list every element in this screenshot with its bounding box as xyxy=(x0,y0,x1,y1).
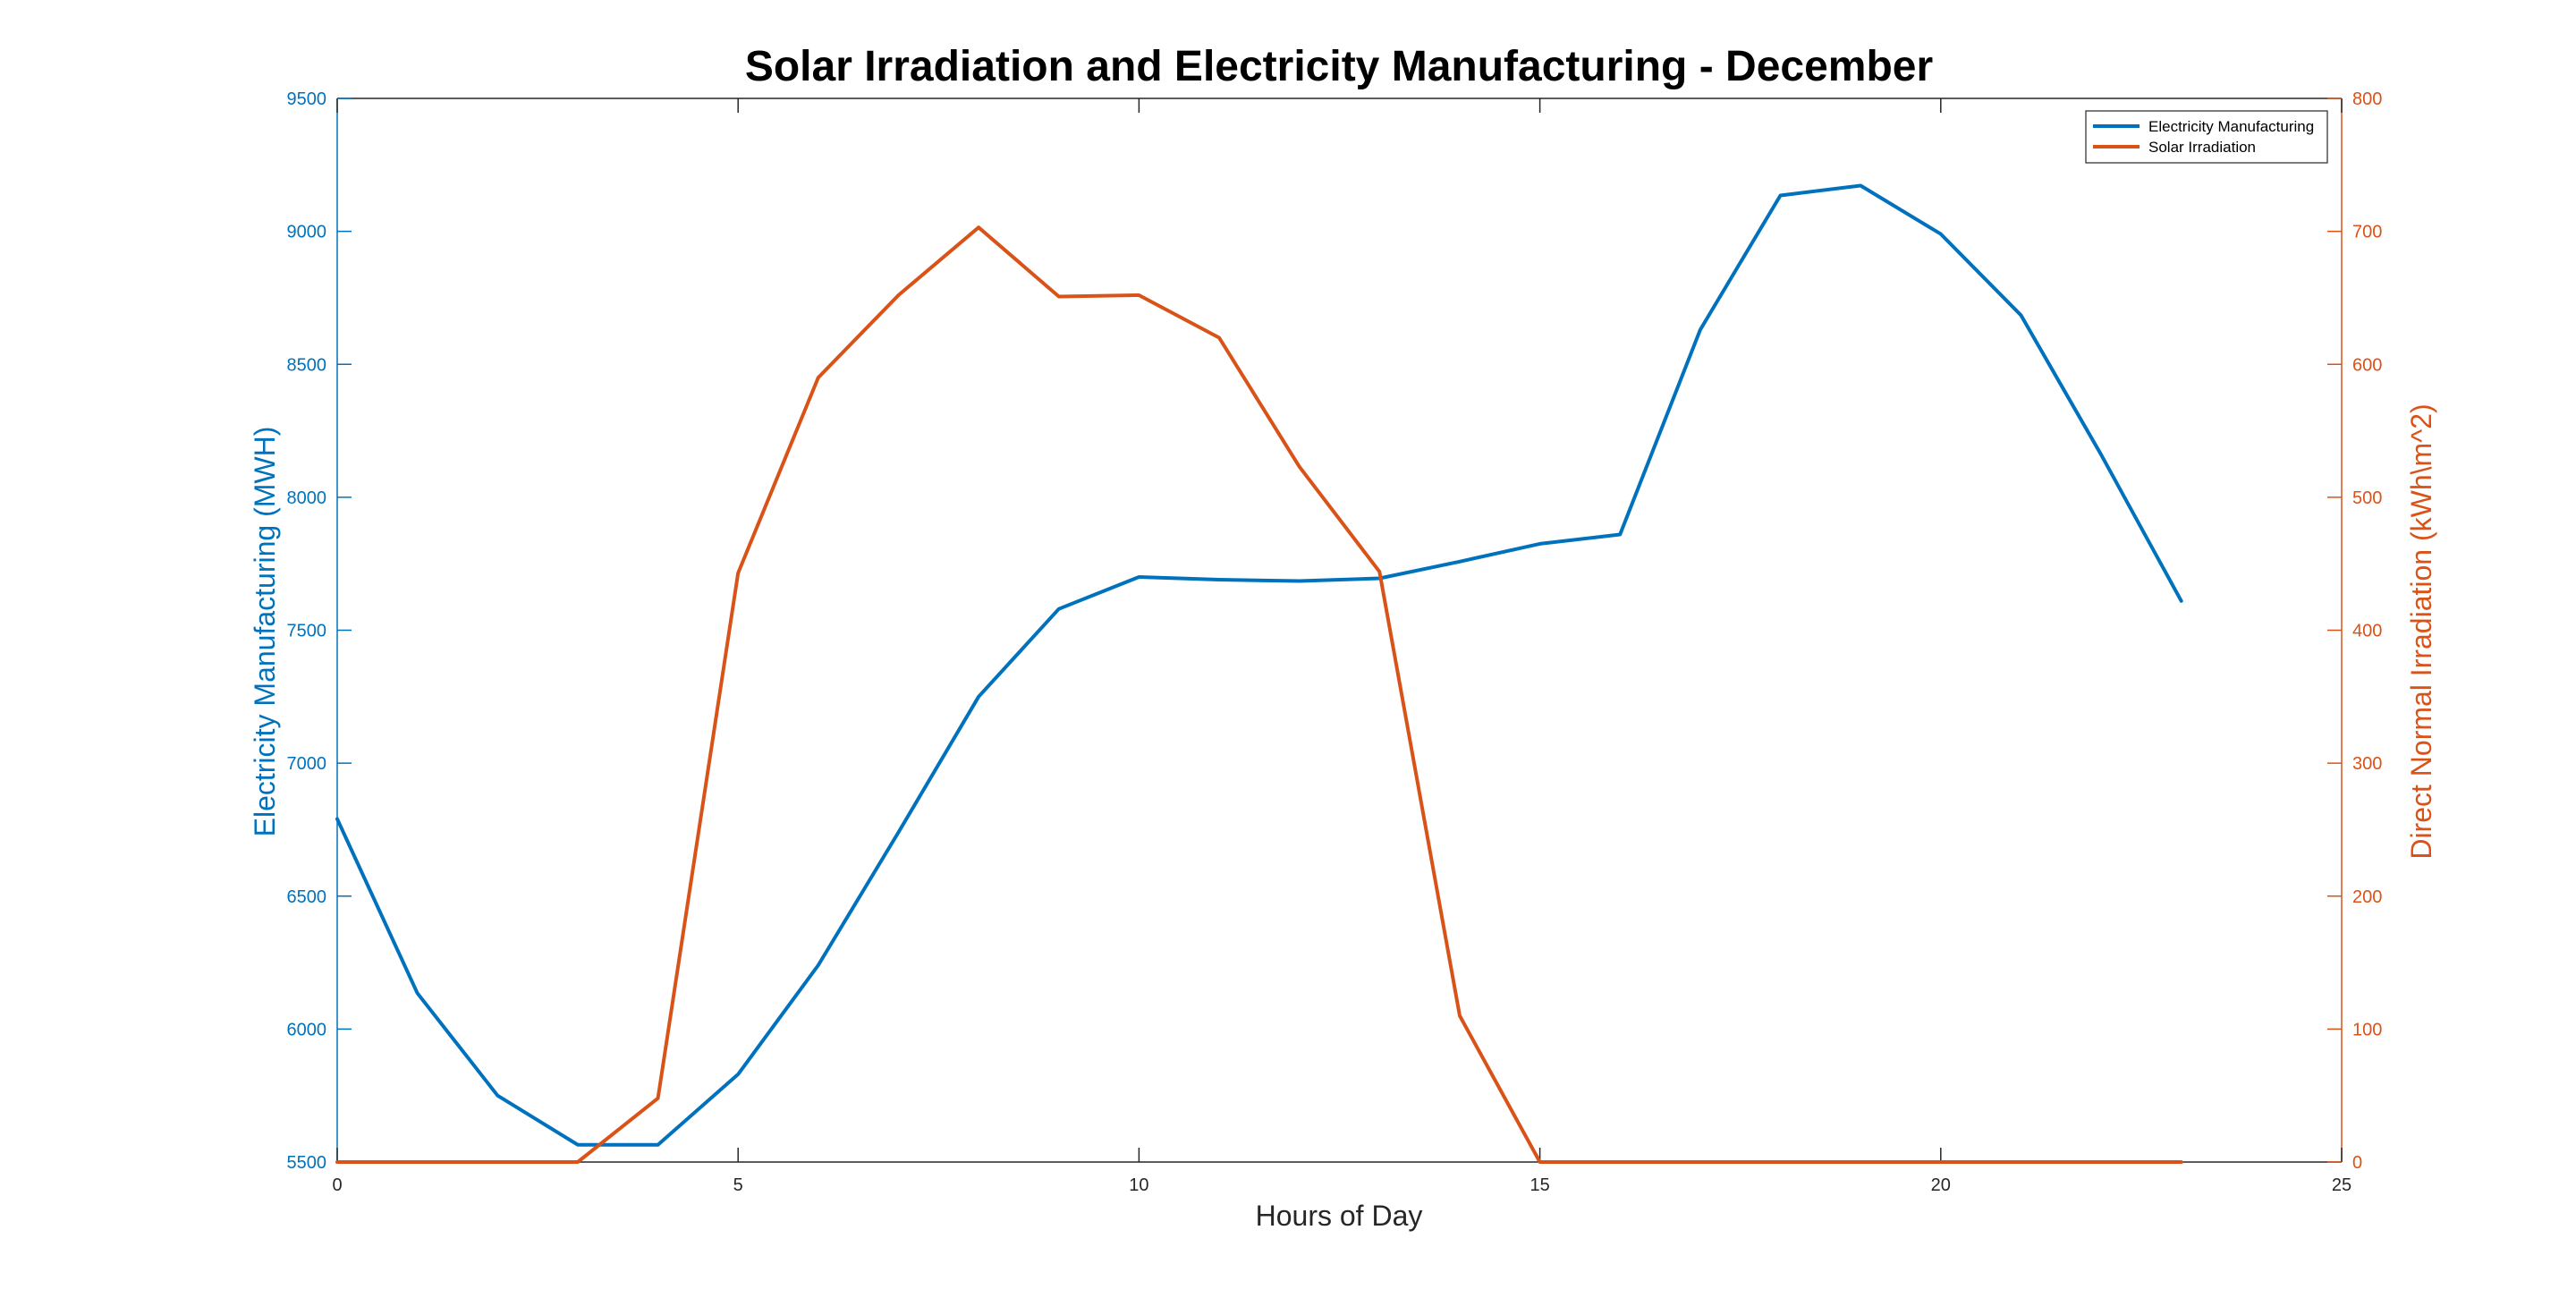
chart-title: Solar Irradiation and Electricity Manufa… xyxy=(745,43,1933,90)
right-y-tick-label: 800 xyxy=(2352,89,2382,109)
right-y-tick-label: 0 xyxy=(2352,1153,2362,1173)
right-y-axis-label: Direct Normal Irradiation (kWh\m^2) xyxy=(2405,403,2437,859)
legend: Electricity Manufacturing Solar Irradiati… xyxy=(2085,110,2328,164)
x-tick-label: 15 xyxy=(1530,1175,1549,1195)
x-tick-label: 10 xyxy=(1129,1175,1148,1195)
legend-entry-label: Electricity Manufacturing xyxy=(2148,118,2314,135)
axes-layer: 0 5 10 15 20 25550060006500700075008000850090… xyxy=(287,89,2383,1195)
right-y-tick-label: 300 xyxy=(2352,754,2382,774)
x-tick-label: 0 xyxy=(332,1175,342,1195)
left-y-tick-label: 6000 xyxy=(287,1020,327,1039)
right-y-tick-label: 500 xyxy=(2352,488,2382,508)
right-y-tick-label: 100 xyxy=(2352,1020,2382,1039)
left-y-tick-label: 6500 xyxy=(287,887,327,907)
left-y-axis-label: Electricity Manufacturing (MWH) xyxy=(249,427,281,837)
right-y-tick-label: 200 xyxy=(2352,887,2382,907)
series-layer xyxy=(335,183,2183,1164)
x-axis-label: Hours of Day xyxy=(1256,1200,1423,1232)
left-y-tick-label: 9000 xyxy=(287,223,327,242)
left-y-tick-label: 9500 xyxy=(287,89,327,109)
solar-irradiation-line xyxy=(335,225,2183,1164)
left-y-tick-label: 5500 xyxy=(287,1153,327,1173)
electricity-manufacturing-line xyxy=(335,183,2183,1147)
x-tick-label: 25 xyxy=(2332,1175,2351,1195)
x-tick-label: 5 xyxy=(733,1175,743,1195)
right-y-tick-label: 700 xyxy=(2352,223,2382,242)
legend-entry-label: Solar Irradiation xyxy=(2148,139,2256,156)
right-y-tick-label: 600 xyxy=(2352,355,2382,375)
right-y-tick-label: 400 xyxy=(2352,622,2382,641)
left-y-tick-label: 7000 xyxy=(287,754,327,774)
legend-box xyxy=(2085,110,2328,164)
x-tick-label: 20 xyxy=(1931,1175,1951,1195)
left-y-tick-label: 7500 xyxy=(287,622,327,641)
left-y-tick-label: 8000 xyxy=(287,488,327,508)
left-y-tick-label: 8500 xyxy=(287,355,327,375)
